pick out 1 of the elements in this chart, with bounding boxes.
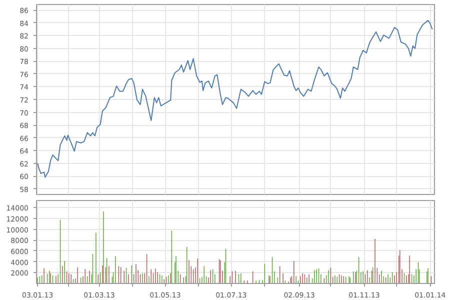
line-series	[37, 20, 433, 178]
